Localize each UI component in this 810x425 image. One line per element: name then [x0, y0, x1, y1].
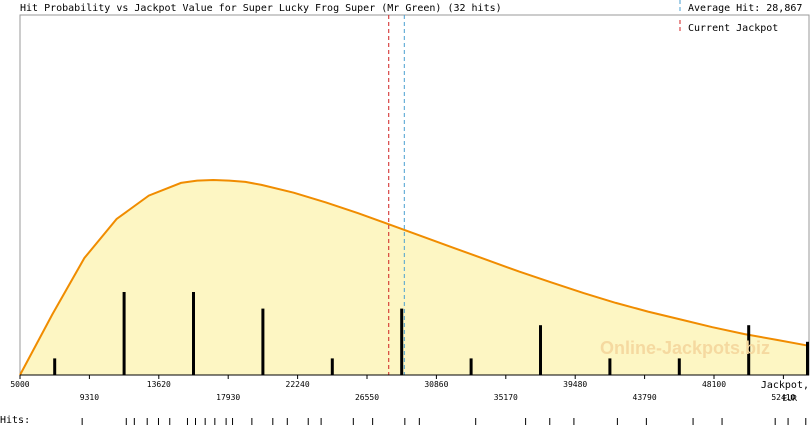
histogram-bar	[806, 341, 809, 375]
x-tick-label-lower: 52410	[771, 393, 795, 402]
x-tick-label-upper: 22240	[286, 380, 310, 389]
x-tick-label-lower: 9310	[80, 393, 99, 402]
histogram-bar	[53, 358, 57, 375]
histogram-bar	[192, 292, 195, 375]
histogram-bar	[122, 292, 126, 375]
x-axis-ticks: 5000 13620 22240 30860 39480 48100 9310 17930 26…	[10, 375, 796, 402]
x-tick-label-upper: 48100	[702, 380, 726, 389]
histogram-bar	[469, 358, 473, 375]
legend: Average Hit: 28,867 Current Jackpot	[679, 0, 802, 34]
histogram-bar	[539, 325, 542, 375]
x-tick-label-upper: 13620	[147, 380, 171, 389]
histogram-bar	[261, 308, 265, 375]
legend-average-label: Average Hit: 28,867	[688, 3, 802, 14]
histogram-bar	[330, 358, 334, 375]
hits-label: Hits:	[0, 415, 30, 425]
watermark: Online-Jackpots.biz	[600, 338, 770, 358]
x-tick-label-upper: 30860	[424, 380, 448, 389]
density-curve	[19, 178, 810, 376]
hits-rug	[81, 418, 807, 425]
histogram-bar	[747, 325, 751, 375]
histogram-bars	[53, 292, 809, 375]
histogram-bar	[608, 358, 612, 375]
histogram-bar	[677, 358, 681, 375]
x-tick-label-upper: 39480	[563, 380, 587, 389]
x-tick-label-lower: 43790	[633, 393, 657, 402]
histogram-bar	[400, 308, 404, 375]
x-tick-label-lower: 35170	[494, 393, 518, 402]
legend-jackpot-label: Current Jackpot	[688, 23, 778, 34]
density-area	[20, 180, 809, 375]
x-tick-label-upper: 5000	[10, 380, 29, 389]
chart-title: Hit Probability vs Jackpot Value for Sup…	[20, 3, 502, 14]
x-tick-label-lower: 17930	[216, 393, 240, 402]
x-axis-unit: EUR	[783, 394, 798, 403]
x-axis-label: Jackpot,	[761, 380, 809, 391]
x-tick-label-lower: 26550	[355, 393, 379, 402]
